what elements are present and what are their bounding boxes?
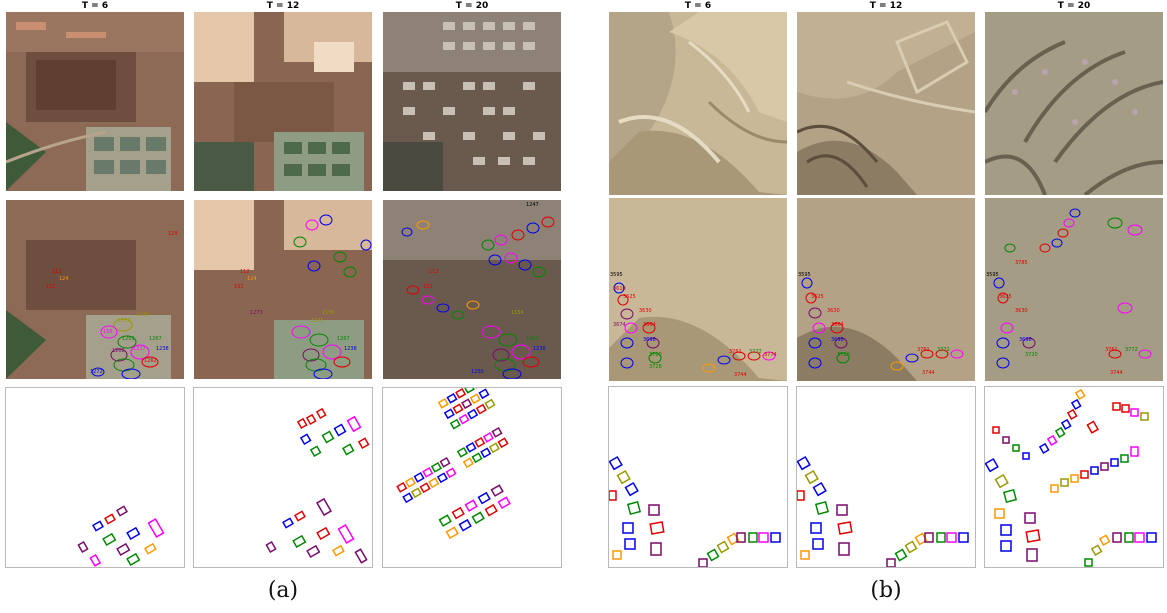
- building-id-label: 3761: [729, 349, 742, 355]
- building-id-label: 3698: [831, 337, 844, 343]
- timestep-title: T = 6: [684, 1, 712, 11]
- building-mask: [193, 387, 373, 568]
- building-id-label: 3625: [811, 294, 824, 300]
- building-mask: [984, 386, 1164, 568]
- satellite-image: [797, 12, 975, 195]
- tracked-overlay-image: 3595 3625 3630 3664 3698 3720 3761 3772 …: [797, 198, 975, 381]
- building-mask: [5, 387, 185, 568]
- satellite-image: [194, 12, 372, 191]
- building-id-label: 3772: [749, 349, 762, 355]
- timestep-title: T = 20: [455, 1, 489, 11]
- building-id-label: 1238: [156, 346, 169, 352]
- building-id-label: 3744: [1110, 370, 1123, 376]
- building-id-label: 129: [168, 231, 178, 237]
- building-id-label: 3664: [643, 322, 656, 328]
- building-id-label: 3625: [623, 294, 636, 300]
- building-id-label: 3728: [649, 364, 662, 370]
- satellite-image: [6, 12, 184, 191]
- building-id-label: 3772: [1125, 347, 1138, 353]
- building-id-label: 3595: [610, 272, 623, 278]
- tracked-overlay-image: 3595 3610 3625 3630 3664 3674 3698 3720 …: [609, 198, 787, 381]
- building-id-label: 1135: [311, 318, 324, 324]
- building-id-label: 131: [46, 284, 56, 290]
- building-id-label: 3630: [827, 308, 840, 314]
- panel-caption: (a): [267, 578, 299, 603]
- building-id-label: 131: [423, 284, 433, 290]
- building-id-label: 112: [240, 269, 250, 275]
- panel-caption: (b): [870, 578, 902, 603]
- tracked-overlay-image: 1247 112 131 1156 1267 1238 1250: [383, 200, 561, 379]
- timestep-title: T = 6: [81, 1, 109, 11]
- building-id-label: 1247: [526, 202, 539, 208]
- building-id-label: 1238: [344, 346, 357, 352]
- building-id-label: 3720: [837, 352, 850, 358]
- tracked-overlay-image: 129 112 124 131 1156 1135 156 1201 1202 …: [6, 200, 184, 379]
- building-id-label: 1156: [118, 318, 131, 324]
- building-mask: [382, 387, 562, 568]
- building-id-label: 112: [429, 269, 439, 275]
- building-id-label: 3774: [764, 352, 777, 358]
- building-id-label: 1267: [149, 336, 162, 342]
- timestep-title: T = 12: [869, 1, 903, 11]
- building-id-label: 1267: [526, 336, 539, 342]
- building-id-label: 124: [247, 276, 257, 282]
- building-id-label: 3761: [1105, 347, 1118, 353]
- building-id-label: 3674: [613, 322, 626, 328]
- building-mask: [608, 386, 788, 568]
- building-id-label: 1201: [122, 336, 135, 342]
- building-id-label: 3772: [937, 347, 950, 353]
- building-id-label: 1250: [471, 369, 484, 375]
- building-id-label: 3630: [1015, 308, 1028, 314]
- building-id-label: 156: [103, 329, 113, 335]
- building-id-label: 1267: [337, 336, 350, 342]
- building-id-label: 3625: [999, 294, 1012, 300]
- building-id-label: 3630: [639, 308, 652, 314]
- timestep-title: T = 20: [1057, 1, 1091, 11]
- building-id-label: 124: [59, 276, 69, 282]
- building-id-label: 1227: [133, 346, 146, 352]
- building-id-label: 3720: [649, 352, 662, 358]
- building-id-label: 1202: [112, 348, 125, 354]
- tracked-overlay-image: 3595 3625 3630 3698 3720 3761 3772 3744 …: [985, 198, 1163, 381]
- building-id-label: 1262: [144, 358, 157, 364]
- timestep-title: T = 12: [266, 1, 300, 11]
- building-id-label: 3761: [917, 347, 930, 353]
- building-id-label: 3744: [734, 372, 747, 378]
- building-id-label: 3595: [798, 272, 811, 278]
- building-id-label: 3744: [922, 370, 935, 376]
- building-id-label: 1156: [322, 310, 335, 316]
- satellite-image: [383, 12, 561, 191]
- building-id-label: 3610: [613, 286, 626, 292]
- building-id-label: 3698: [1019, 337, 1032, 343]
- satellite-image: [609, 12, 787, 195]
- building-id-label: 112: [52, 269, 62, 275]
- building-mask: [796, 386, 976, 568]
- building-id-label: 1135: [136, 312, 149, 318]
- building-id-label: 3698: [643, 337, 656, 343]
- building-id-label: 3785: [1015, 260, 1028, 266]
- building-id-label: 131: [234, 284, 244, 290]
- building-id-label: 1273: [250, 310, 263, 316]
- satellite-image: [985, 12, 1163, 195]
- tracked-overlay-image: 112 124 131 1156 1135 1273 1267 1238: [194, 200, 372, 379]
- building-id-label: 3720: [1025, 352, 1038, 358]
- building-id-label: 1238: [533, 346, 546, 352]
- building-id-label: 3595: [986, 272, 999, 278]
- building-id-label: 3664: [831, 322, 844, 328]
- building-id-label: 1272: [90, 369, 103, 375]
- building-id-label: 1156: [511, 310, 524, 316]
